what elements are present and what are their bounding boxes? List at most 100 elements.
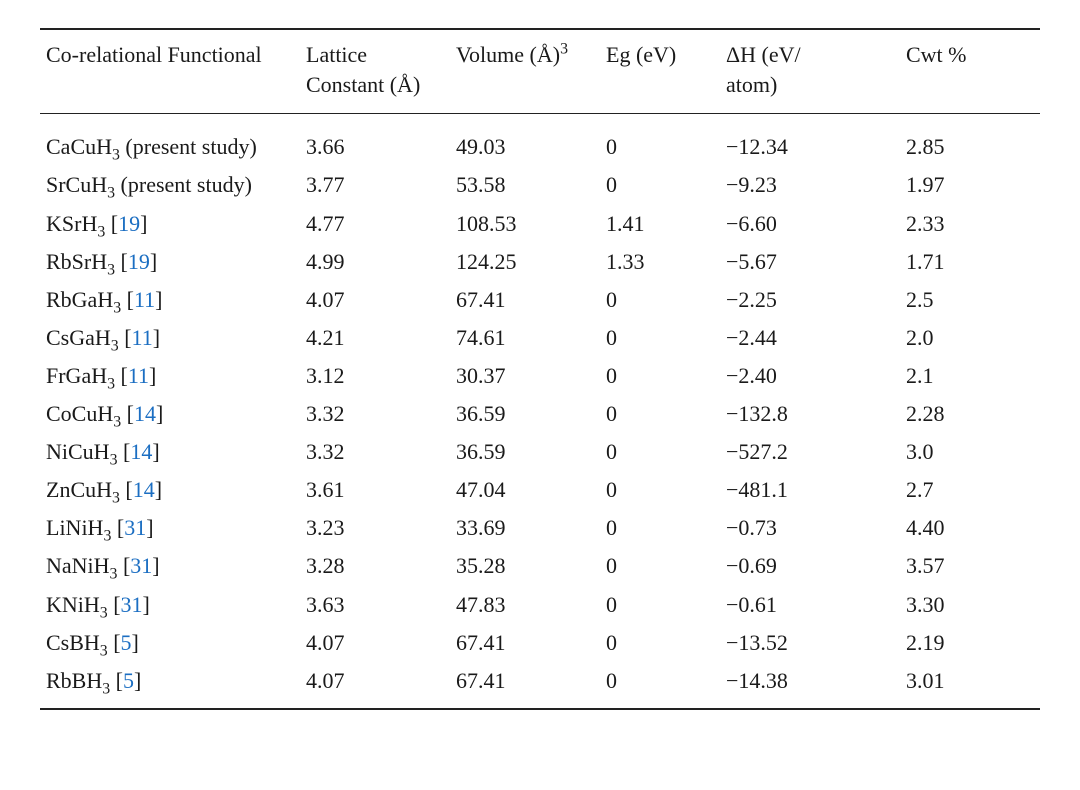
cell-functional: LiNiH3 [31] [40,509,300,547]
cell-lattice: 4.21 [300,319,450,357]
col-header-lattice: Lattice Constant (Å) [300,29,450,114]
reference-link[interactable]: 19 [128,249,150,274]
cell-functional: CaCuH3 (present study) [40,114,300,167]
cell-lattice: 3.63 [300,586,450,624]
cell-cwt: 2.33 [900,205,1040,243]
cell-functional: RbGaH3 [11] [40,281,300,319]
cell-cwt: 3.30 [900,586,1040,624]
cell-cwt: 3.57 [900,547,1040,585]
table-row: KNiH3 [31]3.6347.830−0.613.30 [40,586,1040,624]
reference-link[interactable]: 19 [118,211,140,236]
cell-cwt: 2.5 [900,281,1040,319]
cell-functional: RbBH3 [5] [40,662,300,709]
cell-dh: −14.38 [720,662,900,709]
cell-lattice: 3.28 [300,547,450,585]
cell-eg: 0 [600,114,720,167]
col-header-functional: Co-relational Functional [40,29,300,114]
cell-cwt: 2.28 [900,395,1040,433]
cell-dh: −2.44 [720,319,900,357]
cell-volume: 53.58 [450,166,600,204]
cell-cwt: 2.0 [900,319,1040,357]
cell-cwt: 1.71 [900,243,1040,281]
col-header-dh: ΔH (eV/atom) [720,29,900,114]
cell-cwt: 4.40 [900,509,1040,547]
cell-eg: 0 [600,547,720,585]
cell-lattice: 4.07 [300,281,450,319]
table-row: RbSrH3 [19]4.99124.251.33−5.671.71 [40,243,1040,281]
cell-volume: 47.83 [450,586,600,624]
cell-functional: FrGaH3 [11] [40,357,300,395]
table-row: CoCuH3 [14]3.3236.590−132.82.28 [40,395,1040,433]
cell-dh: −12.34 [720,114,900,167]
cell-volume: 36.59 [450,395,600,433]
reference-link[interactable]: 5 [121,630,132,655]
cell-eg: 0 [600,471,720,509]
cell-lattice: 4.99 [300,243,450,281]
cell-eg: 0 [600,166,720,204]
cell-volume: 49.03 [450,114,600,167]
reference-link[interactable]: 31 [130,553,152,578]
cell-dh: −527.2 [720,433,900,471]
cell-eg: 0 [600,319,720,357]
reference-link[interactable]: 31 [124,515,146,540]
reference-link[interactable]: 31 [121,592,143,617]
cell-lattice: 3.23 [300,509,450,547]
cell-functional: ZnCuH3 [14] [40,471,300,509]
table-row: LiNiH3 [31]3.2333.690−0.734.40 [40,509,1040,547]
cell-volume: 74.61 [450,319,600,357]
cell-cwt: 2.7 [900,471,1040,509]
table-row: CsGaH3 [11]4.2174.610−2.442.0 [40,319,1040,357]
cell-dh: −132.8 [720,395,900,433]
cell-eg: 0 [600,624,720,662]
cell-functional: NaNiH3 [31] [40,547,300,585]
cell-eg: 0 [600,281,720,319]
cell-dh: −0.61 [720,586,900,624]
page-root: Co-relational Functional Lattice Constan… [0,0,1080,790]
cell-eg: 1.41 [600,205,720,243]
table-row: FrGaH3 [11]3.1230.370−2.402.1 [40,357,1040,395]
reference-link[interactable]: 11 [132,325,153,350]
cell-functional: KSrH3 [19] [40,205,300,243]
cell-lattice: 3.61 [300,471,450,509]
cell-dh: −0.69 [720,547,900,585]
cell-lattice: 3.66 [300,114,450,167]
cell-eg: 0 [600,509,720,547]
table-row: NaNiH3 [31]3.2835.280−0.693.57 [40,547,1040,585]
col-header-eg: Eg (eV) [600,29,720,114]
reference-link[interactable]: 14 [134,401,156,426]
table-row: ZnCuH3 [14]3.6147.040−481.12.7 [40,471,1040,509]
reference-link[interactable]: 11 [134,287,155,312]
table-body: CaCuH3 (present study)3.6649.030−12.342.… [40,114,1040,709]
cell-volume: 35.28 [450,547,600,585]
table-row: CaCuH3 (present study)3.6649.030−12.342.… [40,114,1040,167]
reference-link[interactable]: 5 [123,668,134,693]
table-row: SrCuH3 (present study)3.7753.580−9.231.9… [40,166,1040,204]
table-row: RbBH3 [5]4.0767.410−14.383.01 [40,662,1040,709]
cell-volume: 67.41 [450,624,600,662]
cell-volume: 33.69 [450,509,600,547]
reference-link[interactable]: 14 [130,439,152,464]
reference-link[interactable]: 11 [128,363,149,388]
cell-functional: RbSrH3 [19] [40,243,300,281]
cell-volume: 67.41 [450,662,600,709]
cell-eg: 0 [600,433,720,471]
cell-cwt: 2.19 [900,624,1040,662]
col-header-volume: Volume (Å)3 [450,29,600,114]
cell-dh: −9.23 [720,166,900,204]
cell-lattice: 4.77 [300,205,450,243]
reference-link[interactable]: 14 [133,477,155,502]
table-row: KSrH3 [19]4.77108.531.41−6.602.33 [40,205,1040,243]
cell-functional: KNiH3 [31] [40,586,300,624]
cell-functional: CsBH3 [5] [40,624,300,662]
cell-dh: −2.40 [720,357,900,395]
cell-dh: −2.25 [720,281,900,319]
cell-cwt: 2.85 [900,114,1040,167]
properties-table: Co-relational Functional Lattice Constan… [40,28,1040,710]
cell-eg: 0 [600,586,720,624]
cell-functional: CsGaH3 [11] [40,319,300,357]
cell-dh: −6.60 [720,205,900,243]
cell-cwt: 3.0 [900,433,1040,471]
cell-cwt: 1.97 [900,166,1040,204]
cell-lattice: 3.77 [300,166,450,204]
cell-lattice: 4.07 [300,624,450,662]
